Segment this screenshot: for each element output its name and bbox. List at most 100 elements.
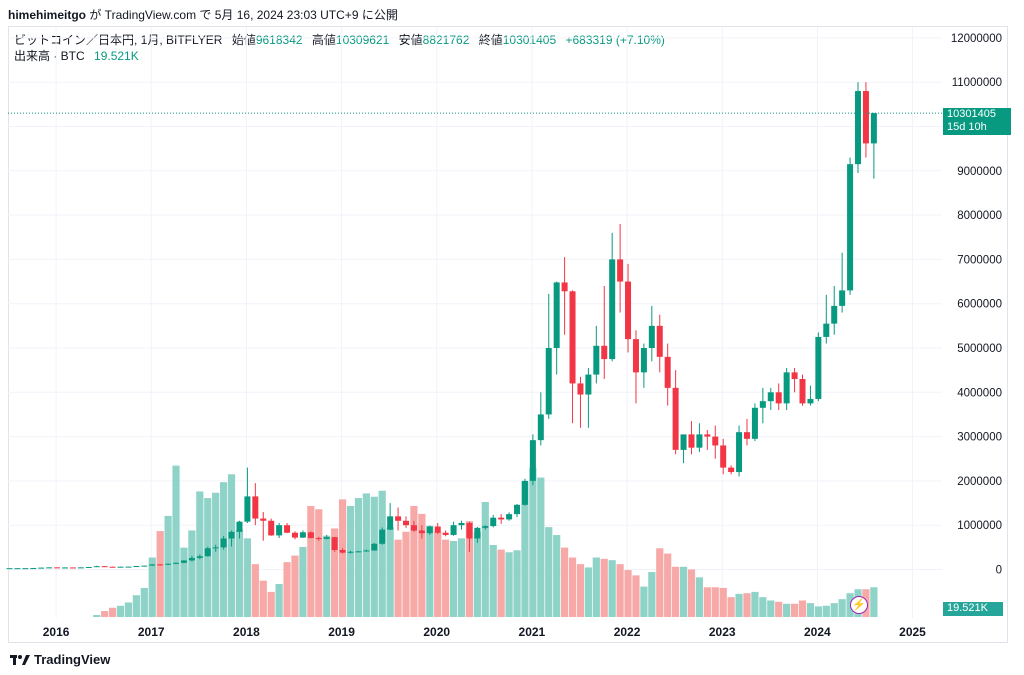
volume-bar: [672, 566, 680, 617]
candle: [482, 525, 489, 530]
volume-bar: [362, 493, 370, 617]
candle: [204, 546, 211, 557]
volume-bar: [101, 611, 109, 617]
candle-body: [553, 282, 560, 348]
candle-body: [54, 567, 61, 569]
candle: [593, 325, 600, 384]
symbol-title[interactable]: ビットコイン／日本円, 1月, BITFLYER: [14, 33, 223, 47]
candle: [775, 383, 782, 411]
candle-body: [85, 566, 92, 568]
tradingview-logo-icon[interactable]: [10, 653, 30, 667]
candle: [379, 527, 386, 545]
candle: [831, 285, 838, 335]
volume-bar: [561, 547, 569, 617]
candle: [30, 567, 37, 570]
candle: [545, 293, 552, 419]
candle-body: [339, 550, 346, 553]
candle-body: [783, 372, 790, 404]
volume-bar: [783, 603, 791, 617]
volume-bar: [513, 550, 521, 617]
candle: [54, 567, 61, 569]
volume-bar: [378, 490, 386, 617]
candle-body: [617, 259, 624, 282]
last-price-value: 10301405: [947, 108, 996, 120]
candle-body: [141, 565, 148, 567]
volume-bars: [93, 465, 878, 617]
lightning-icon[interactable]: ⚡: [850, 596, 868, 614]
volume-bar: [307, 505, 315, 617]
chart-frame[interactable]: [8, 26, 1008, 643]
candle: [680, 434, 687, 464]
volume-bar: [188, 530, 196, 617]
volume-bar: [767, 600, 775, 617]
candle-body: [165, 563, 172, 565]
candle-body: [458, 522, 465, 526]
candle: [870, 112, 877, 179]
price-axis: 0 1000000 2000000 3000000 4000000 5000000 6000…: [951, 33, 1002, 577]
candle-body: [6, 568, 13, 570]
volume-label[interactable]: 出来高 · BTC: [14, 49, 85, 63]
candle-body: [648, 325, 655, 348]
volume-bar: [703, 587, 711, 617]
candle: [490, 515, 497, 528]
candle: [14, 568, 21, 570]
candle-body: [482, 526, 489, 528]
volume-bar: [267, 591, 275, 617]
candle: [291, 531, 298, 540]
candle-body: [696, 434, 703, 448]
candle-body: [632, 339, 639, 373]
candle-body: [276, 525, 283, 536]
last-price-badge[interactable]: 10301405 15d 10h: [943, 108, 1011, 135]
candle-body: [307, 532, 314, 539]
candle: [395, 507, 402, 531]
change-value: +683319 (+7.10%): [565, 33, 665, 47]
volume-bar: [394, 539, 402, 617]
candle: [196, 554, 203, 560]
y-tick-label: 8000000: [957, 210, 1002, 222]
candle-body: [133, 566, 140, 568]
candle-body: [77, 567, 84, 569]
candle-body: [299, 532, 306, 538]
candle-body: [577, 383, 584, 395]
candle-body: [712, 436, 719, 446]
candle-body: [561, 282, 568, 292]
candle-body: [418, 530, 425, 534]
volume-bar: [148, 557, 156, 617]
volume-bar: [251, 564, 259, 617]
candle-body: [545, 348, 552, 415]
candle: [339, 548, 346, 554]
volume-bar: [679, 566, 688, 617]
candle-body: [521, 480, 528, 505]
candle-body: [355, 551, 362, 553]
candle-body: [30, 568, 37, 570]
candle-body: [252, 496, 259, 519]
candle: [799, 374, 806, 406]
candle-body: [434, 526, 441, 533]
volume-bar: [473, 531, 481, 617]
candle: [862, 82, 869, 158]
candle-body: [363, 550, 370, 552]
candle-body: [268, 520, 275, 536]
brand-name[interactable]: TradingView: [34, 652, 111, 667]
candle-body: [862, 91, 869, 144]
x-tick-label: 2025: [899, 625, 926, 639]
candle-body: [109, 566, 116, 568]
volume-bar: [259, 580, 267, 617]
candle-body: [799, 379, 806, 404]
candle: [720, 438, 727, 475]
volume-bar: [727, 597, 735, 617]
publisher-name[interactable]: himehimeitgo: [8, 8, 87, 22]
y-tick-label: 3000000: [957, 432, 1002, 444]
candle-body: [720, 445, 727, 468]
candle-body: [14, 568, 21, 570]
volume-bar: [545, 527, 553, 617]
candle-body: [204, 548, 211, 557]
candle-body: [410, 525, 417, 531]
candle: [355, 550, 362, 553]
volume-bar: [426, 525, 434, 617]
candle-body: [870, 113, 877, 144]
candle-body: [767, 392, 774, 402]
volume-bar: [457, 538, 466, 617]
candle: [474, 526, 481, 543]
